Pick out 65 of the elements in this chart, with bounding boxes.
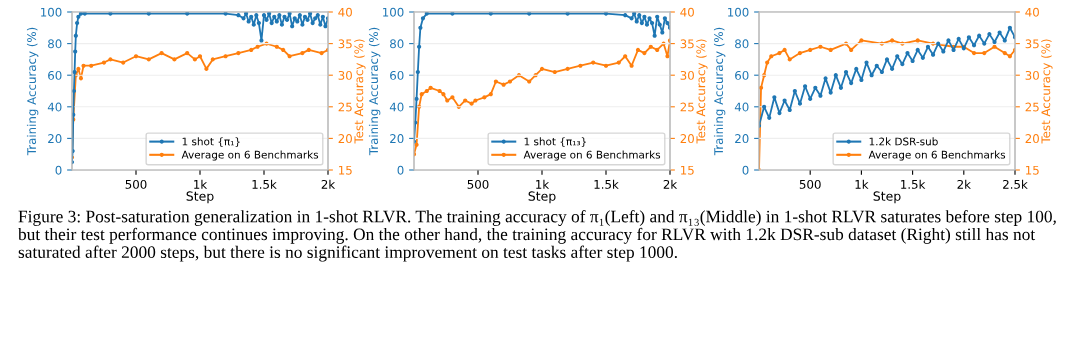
x-tick-label: 2k bbox=[663, 179, 678, 189]
legend-label: 1 shot {π₁} bbox=[182, 137, 240, 147]
x-tick-label: 2k bbox=[321, 179, 336, 189]
y-tick-label: 20 bbox=[735, 134, 749, 144]
y-tick-label: 40 bbox=[47, 102, 62, 112]
y2-axis-title: Test Accuracy (%) bbox=[1041, 39, 1053, 144]
x-tick-label: 500 bbox=[125, 179, 147, 189]
y2-tick-label: 35 bbox=[680, 39, 694, 49]
y2-tick-label: 15 bbox=[1026, 165, 1039, 175]
y-tick-label: 0 bbox=[397, 165, 404, 175]
y-axis-title: Training Accuracy (%) bbox=[368, 27, 381, 156]
y2-tick-label: 25 bbox=[1025, 102, 1039, 112]
x-tick-label: 1k bbox=[536, 179, 550, 189]
y2-tick-label: 20 bbox=[680, 134, 694, 144]
x-axis-title: Step bbox=[528, 191, 556, 204]
x-tick-label: 1.5k bbox=[594, 179, 619, 189]
x-axis-title: Step bbox=[873, 191, 901, 204]
y2-tick-label: 40 bbox=[1025, 7, 1039, 17]
y2-tick-label: 30 bbox=[680, 70, 694, 80]
y-tick-label: 20 bbox=[48, 134, 62, 144]
y2-tick-label: 40 bbox=[680, 7, 694, 17]
y-tick-label: 0 bbox=[742, 165, 749, 175]
y2-tick-label: 40 bbox=[338, 7, 352, 17]
x-tick-label: 1k bbox=[855, 179, 869, 189]
y2-tick-label: 30 bbox=[338, 70, 352, 80]
y-tick-label: 60 bbox=[735, 70, 749, 80]
y2-tick-label: 20 bbox=[338, 134, 352, 144]
y2-axis-title: Test Accuracy (%) bbox=[696, 39, 708, 144]
legend-label: 1.2k DSR-sub bbox=[869, 137, 938, 146]
y-tick-label: 0 bbox=[55, 165, 62, 175]
y2-tick-label: 25 bbox=[338, 102, 352, 112]
y2-tick-label: 35 bbox=[1025, 39, 1039, 49]
caption: Figure 3: Post-saturation generalization in 1-shot RLVR. The training accuracy of π₁(Left) and π₁₃(Middle) in 1-shot RLVR saturates before step 100, but their test performance continues improving. On the other hand, the training accuracy for RLVR with 1.2k DSR-sub dataset (Right) still has not saturated after 2000 steps, but there is no significant improvement on test tasks after step 1000. bbox=[18, 210, 1056, 262]
y-tick-label: 20 bbox=[390, 134, 404, 144]
legend-label: 1 shot {π₁₃} bbox=[524, 137, 586, 147]
x-axis-title: Step bbox=[186, 191, 214, 204]
x-tick-label: 1k bbox=[194, 179, 208, 189]
y-tick-label: 80 bbox=[48, 39, 62, 49]
y-tick-label: 40 bbox=[734, 102, 749, 112]
y2-axis-title: Test Accuracy (%) bbox=[354, 39, 366, 144]
legend-label: Average on 6 Benchmarks bbox=[868, 150, 1006, 161]
y-axis-title: Training Accuracy (%) bbox=[26, 27, 39, 156]
x-tick-label: 2k bbox=[957, 179, 971, 189]
legend-label: Average on 6 Benchmarks bbox=[523, 150, 661, 161]
x-tick-label: 1.5k bbox=[252, 179, 277, 189]
y2-tick-label: 25 bbox=[680, 102, 694, 112]
y-tick-label: 60 bbox=[390, 70, 404, 80]
y-tick-label: 60 bbox=[48, 70, 62, 80]
y-tick-label: 100 bbox=[383, 7, 404, 17]
legend-label: Average on 6 Benchmarks bbox=[181, 150, 319, 161]
y-tick-label: 100 bbox=[41, 7, 62, 17]
x-tick-label: 1.5k bbox=[901, 179, 926, 189]
x-tick-label: 2.5k bbox=[1003, 179, 1028, 189]
y2-tick-label: 20 bbox=[1025, 134, 1039, 144]
y-tick-label: 100 bbox=[728, 7, 749, 17]
y2-tick-label: 15 bbox=[681, 165, 694, 175]
y2-tick-label: 15 bbox=[339, 165, 352, 175]
x-tick-label: 500 bbox=[467, 179, 489, 189]
y2-tick-label: 30 bbox=[1025, 70, 1039, 80]
y-tick-label: 40 bbox=[389, 102, 404, 112]
y-axis-title: Training Accuracy (%) bbox=[713, 27, 726, 156]
y-tick-label: 80 bbox=[735, 39, 749, 49]
y2-tick-label: 35 bbox=[338, 39, 352, 49]
y-tick-label: 80 bbox=[390, 39, 404, 49]
x-tick-label: 500 bbox=[799, 179, 821, 189]
